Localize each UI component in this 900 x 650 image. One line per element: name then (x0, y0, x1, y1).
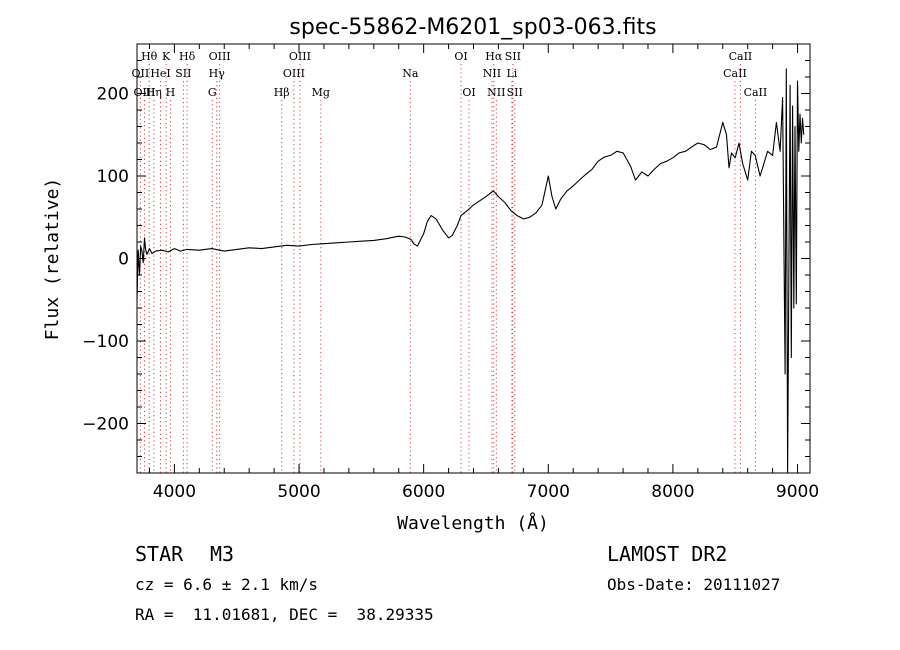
emission-line-label: OI (454, 50, 467, 63)
emission-line-label: OI (462, 86, 475, 99)
redshift-velocity: cz = 6.6 ± 2.1 km/s (135, 575, 319, 594)
emission-line-label: OIII (289, 50, 311, 63)
plot-axes: 4000 5000 6000 7000 8000 9000 −200 −100 0 100 200 (82, 43, 819, 502)
emission-line-label: OIII (133, 86, 155, 99)
plot-frame (136, 43, 811, 474)
x-axis-label: Wavelength (Å) (397, 512, 549, 534)
emission-line-label: G (208, 86, 217, 99)
spectrum-line-0 (136, 68, 805, 474)
sky-coordinates: RA = 11.01681, DEC = 38.29335 (135, 605, 434, 624)
x-tick-label: 5000 (277, 482, 320, 502)
y-tick-label: 0 (118, 250, 129, 270)
emission-line-label: SII (507, 86, 523, 99)
emission-line-label: Hγ (209, 67, 226, 80)
emission-line-label: OII (132, 67, 150, 80)
emission-line-label: Hδ (179, 50, 196, 63)
x-tick-label: 8000 (651, 482, 694, 502)
x-tick-label: 7000 (527, 482, 570, 502)
spectrum-series (136, 68, 805, 474)
emission-line-label: Na (402, 67, 419, 80)
emission-line-label: Hθ (141, 50, 158, 63)
x-tick-label: 9000 (776, 482, 819, 502)
emission-line-label: Li (506, 67, 517, 80)
x-tick-label: 6000 (402, 482, 445, 502)
emission-line-label: CaII (723, 67, 747, 80)
y-tick-label: −200 (82, 415, 129, 435)
survey-name: LAMOST DR2 (607, 542, 728, 566)
emission-line-label: H (166, 86, 176, 99)
emission-line-label: OIII (283, 67, 305, 80)
emission-line-label: CaII (744, 86, 768, 99)
emission-line-label: HeI (150, 67, 170, 80)
emission-line-label: CaII (729, 50, 753, 63)
emission-line-label: SII (505, 50, 521, 63)
emission-line-label: K (162, 50, 171, 63)
object-subclass: M3 (210, 542, 235, 566)
y-tick-label: 200 (97, 85, 129, 105)
y-tick-label: −100 (82, 332, 129, 352)
emission-line-label: Hβ (274, 86, 290, 99)
emission-line-label: Mg (312, 86, 330, 99)
object-class: STAR (135, 542, 184, 566)
emission-line-label: NII (487, 86, 505, 99)
observation-date: Obs-Date: 20111027 (607, 575, 781, 594)
emission-line-label: Hη (146, 86, 162, 99)
y-axis-label: Flux (relative) (42, 178, 63, 341)
emission-line-label: Hα (485, 50, 503, 63)
x-tick-label: 4000 (153, 482, 196, 502)
emission-line-label: OIII (209, 50, 231, 63)
chart-title: spec-55862-M6201_sp03-063.fits (289, 15, 656, 40)
emission-line-label: NII (483, 67, 501, 80)
y-tick-label: 100 (97, 167, 129, 187)
emission-line-label: SII (175, 67, 191, 80)
